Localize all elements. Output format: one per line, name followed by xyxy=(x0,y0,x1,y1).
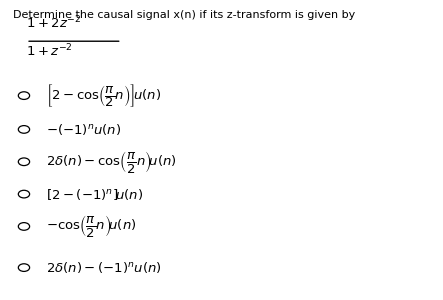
Text: Determine the causal signal x(n) if its z-transform is given by: Determine the causal signal x(n) if its … xyxy=(13,10,355,20)
Text: $\left[2-(-1)^{n}\right]\!u(n)$: $\left[2-(-1)^{n}\right]\!u(n)$ xyxy=(46,187,143,202)
Text: $2\delta(n)-(-1)^{n}u(n)$: $2\delta(n)-(-1)^{n}u(n)$ xyxy=(46,260,161,275)
Text: $-\cos\!\left(\dfrac{\pi}{2}n\right)\!u(n)$: $-\cos\!\left(\dfrac{\pi}{2}n\right)\!u(… xyxy=(46,213,136,239)
Text: $1+z^{-2}$: $1+z^{-2}$ xyxy=(26,43,73,59)
Text: $1+2z^{-2}$: $1+2z^{-2}$ xyxy=(26,14,82,31)
Text: $2\delta(n)-\cos\!\left(\dfrac{\pi}{2}n\right)\!u(n)$: $2\delta(n)-\cos\!\left(\dfrac{\pi}{2}n\… xyxy=(46,149,176,175)
Text: $\left[2-\cos\!\left(\dfrac{\pi}{2}n\right)\right]\!u(n)$: $\left[2-\cos\!\left(\dfrac{\pi}{2}n\rig… xyxy=(46,82,161,109)
Text: $-(-1)^{n}u(n)$: $-(-1)^{n}u(n)$ xyxy=(46,122,121,137)
